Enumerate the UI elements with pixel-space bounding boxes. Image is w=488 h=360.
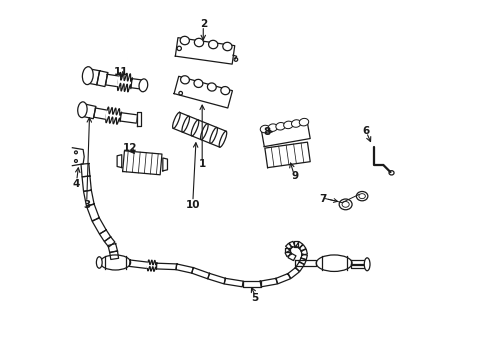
Text: 2: 2 (199, 19, 206, 29)
Polygon shape (105, 74, 119, 87)
Polygon shape (87, 69, 99, 85)
Polygon shape (207, 273, 225, 284)
Polygon shape (100, 230, 111, 241)
Text: 3: 3 (83, 200, 90, 210)
Polygon shape (117, 155, 122, 167)
Polygon shape (264, 142, 309, 168)
Polygon shape (301, 249, 307, 255)
Ellipse shape (82, 67, 93, 85)
Ellipse shape (194, 38, 203, 47)
Polygon shape (81, 163, 90, 177)
Ellipse shape (207, 83, 216, 91)
Polygon shape (285, 251, 291, 257)
Ellipse shape (100, 255, 130, 270)
Polygon shape (105, 107, 121, 124)
Polygon shape (295, 262, 304, 271)
Polygon shape (120, 113, 137, 123)
Polygon shape (163, 158, 167, 171)
Polygon shape (287, 267, 299, 278)
Polygon shape (117, 72, 132, 92)
Polygon shape (294, 260, 316, 266)
Polygon shape (83, 190, 94, 206)
Text: 4: 4 (73, 179, 80, 189)
Polygon shape (285, 243, 292, 250)
Polygon shape (287, 253, 295, 261)
Ellipse shape (191, 120, 199, 136)
Ellipse shape (316, 255, 351, 271)
Text: 11: 11 (113, 67, 128, 77)
Ellipse shape (96, 257, 102, 268)
Ellipse shape (364, 258, 369, 271)
Ellipse shape (221, 86, 229, 95)
Polygon shape (173, 112, 226, 147)
Polygon shape (242, 281, 260, 287)
Ellipse shape (260, 125, 269, 133)
Text: 9: 9 (291, 171, 298, 181)
Ellipse shape (172, 112, 180, 129)
Polygon shape (299, 258, 305, 264)
Polygon shape (298, 245, 305, 252)
Polygon shape (191, 268, 209, 279)
Polygon shape (129, 260, 148, 269)
Ellipse shape (78, 102, 87, 118)
Polygon shape (108, 244, 117, 253)
Ellipse shape (339, 199, 351, 210)
Polygon shape (174, 76, 232, 108)
Polygon shape (350, 260, 366, 265)
Polygon shape (175, 264, 193, 273)
Polygon shape (301, 254, 307, 260)
Text: 10: 10 (185, 200, 200, 210)
Polygon shape (147, 260, 157, 271)
Polygon shape (86, 204, 99, 221)
Text: 5: 5 (251, 293, 258, 303)
Ellipse shape (139, 79, 147, 92)
Text: 8: 8 (263, 127, 270, 136)
Text: 6: 6 (362, 126, 369, 135)
Ellipse shape (209, 127, 217, 143)
Ellipse shape (283, 121, 292, 129)
Polygon shape (293, 241, 297, 247)
Ellipse shape (275, 122, 285, 130)
Ellipse shape (182, 116, 189, 132)
Polygon shape (131, 78, 142, 89)
Ellipse shape (291, 120, 300, 127)
Polygon shape (260, 278, 277, 287)
Polygon shape (82, 176, 91, 191)
Ellipse shape (223, 42, 231, 51)
Text: 12: 12 (122, 143, 137, 153)
Ellipse shape (299, 118, 308, 126)
Polygon shape (261, 122, 309, 147)
Polygon shape (72, 148, 84, 166)
Polygon shape (92, 217, 106, 234)
Ellipse shape (194, 79, 203, 87)
Polygon shape (122, 151, 162, 175)
Polygon shape (137, 112, 140, 126)
Ellipse shape (208, 40, 217, 49)
Ellipse shape (200, 123, 208, 140)
Ellipse shape (219, 131, 226, 147)
Polygon shape (97, 71, 108, 87)
Polygon shape (275, 274, 290, 284)
Polygon shape (350, 264, 366, 268)
Text: 1: 1 (198, 159, 205, 169)
Polygon shape (175, 38, 234, 64)
Ellipse shape (180, 36, 189, 45)
Text: 7: 7 (319, 194, 326, 204)
Polygon shape (81, 104, 96, 119)
Polygon shape (94, 108, 107, 119)
Ellipse shape (267, 124, 277, 131)
Polygon shape (295, 242, 302, 248)
Ellipse shape (180, 76, 189, 84)
Polygon shape (289, 241, 294, 248)
Polygon shape (156, 263, 176, 270)
Polygon shape (104, 237, 115, 247)
Polygon shape (224, 278, 243, 287)
Polygon shape (109, 251, 119, 260)
Ellipse shape (356, 192, 367, 201)
Polygon shape (285, 248, 290, 252)
Polygon shape (100, 260, 101, 265)
